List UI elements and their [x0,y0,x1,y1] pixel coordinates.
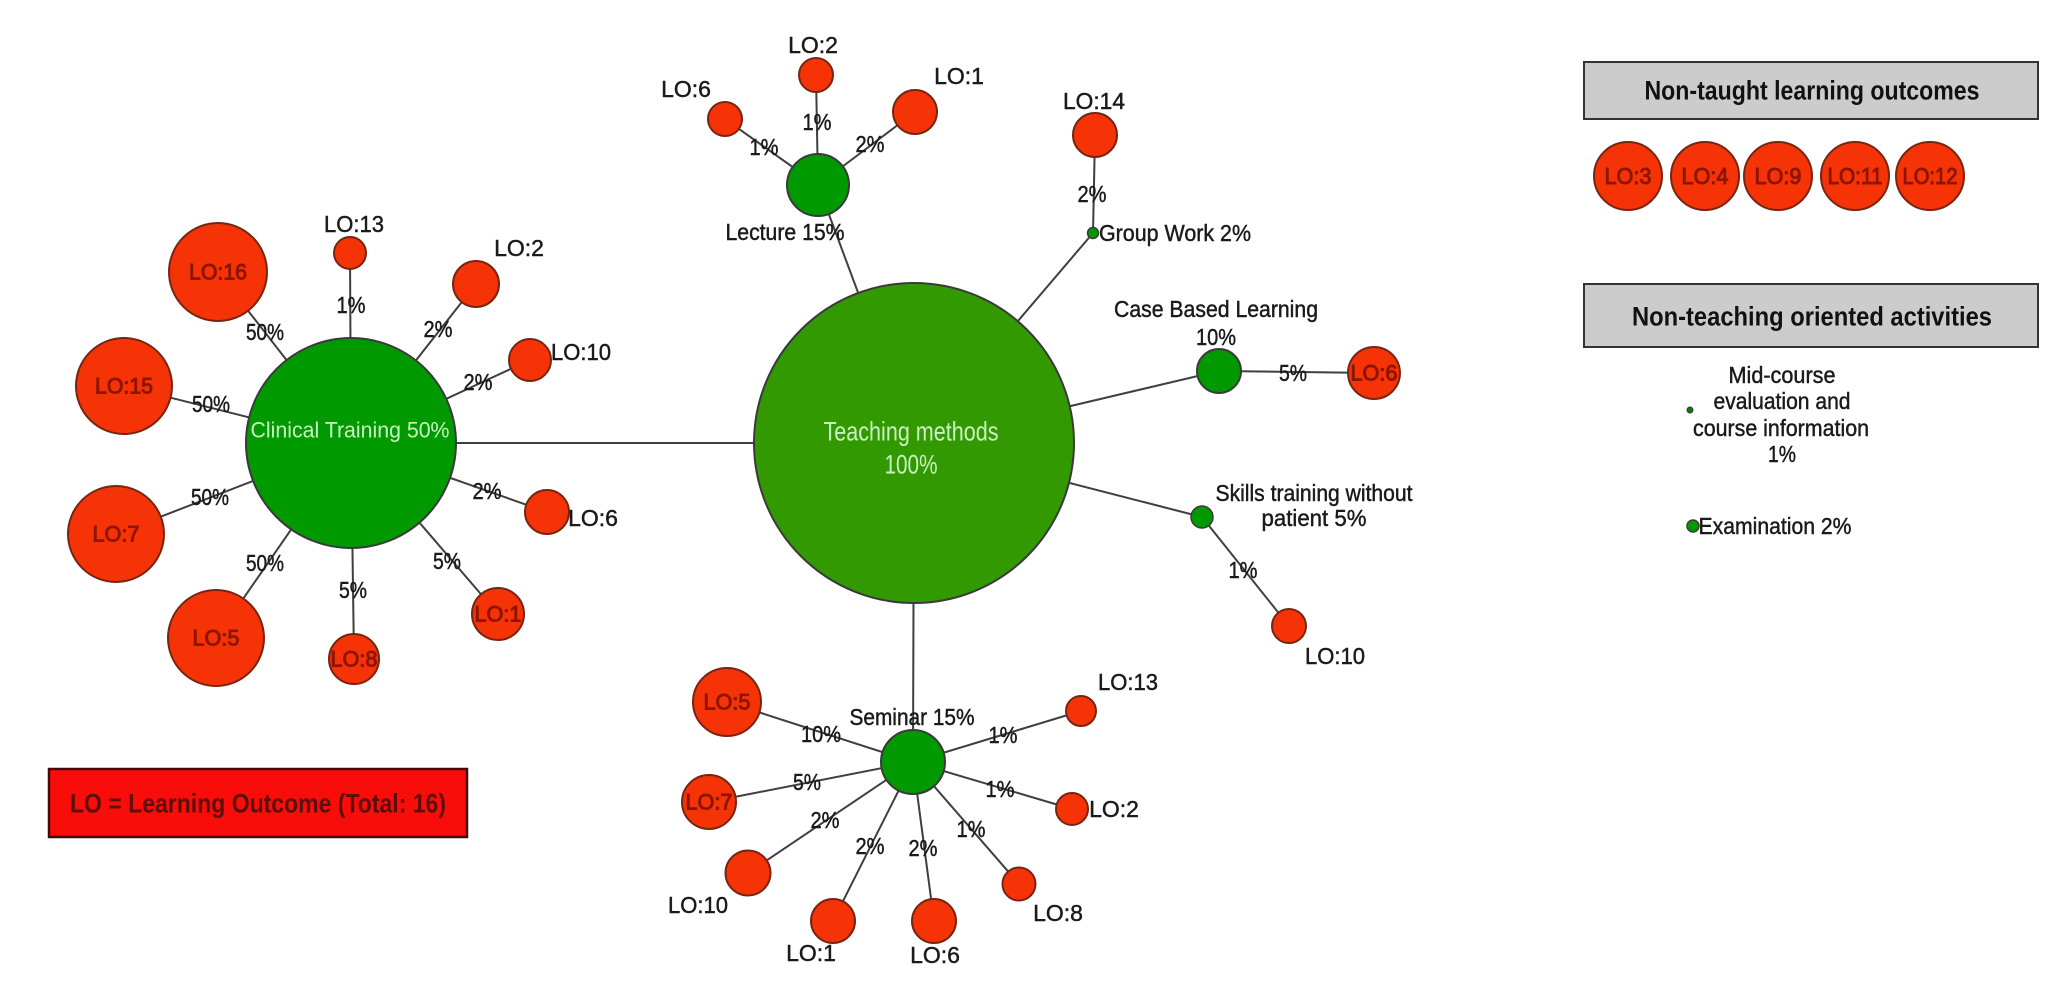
svg-text:LO:2: LO:2 [494,235,544,261]
svg-text:5%: 5% [339,577,367,603]
svg-text:LO:10: LO:10 [551,339,611,365]
svg-text:LO:8: LO:8 [331,647,378,672]
svg-text:LO:1: LO:1 [934,63,984,89]
svg-text:Case Based Learning: Case Based Learning [1114,296,1318,322]
svg-text:50%: 50% [191,484,229,510]
svg-text:LO:6: LO:6 [568,505,618,531]
svg-text:1%: 1% [803,109,832,135]
svg-text:LO:7: LO:7 [93,522,140,547]
svg-text:1%: 1% [1768,441,1796,467]
svg-text:Non-teaching oriented activiti: Non-teaching oriented activities [1632,301,1992,331]
svg-text:2%: 2% [473,478,502,504]
svg-text:100%: 100% [885,449,938,479]
svg-text:LO:14: LO:14 [1063,88,1125,114]
svg-text:LO:10: LO:10 [1305,643,1365,669]
svg-text:LO:9: LO:9 [1755,163,1802,189]
svg-text:LO:15: LO:15 [95,374,153,399]
svg-text:LO:13: LO:13 [1098,669,1158,695]
svg-text:2%: 2% [811,807,840,833]
svg-text:Non-taught learning outcomes: Non-taught learning outcomes [1645,75,1980,105]
svg-text:evaluation and: evaluation and [1714,388,1851,414]
svg-text:LO = Learning Outcome (Total:: LO = Learning Outcome (Total: 16) [70,788,446,818]
svg-text:LO:6: LO:6 [661,76,711,102]
svg-text:1%: 1% [1229,557,1258,583]
svg-text:LO:13: LO:13 [324,211,384,237]
svg-text:LO:11: LO:11 [1828,163,1883,189]
svg-text:50%: 50% [192,391,230,417]
svg-text:1%: 1% [986,776,1015,802]
svg-text:1%: 1% [957,816,986,842]
svg-text:Lecture 15%: Lecture 15% [726,219,845,245]
svg-text:Clinical Training 50%: Clinical Training 50% [251,418,450,443]
svg-text:2%: 2% [856,131,885,157]
svg-text:Teaching methods: Teaching methods [824,416,999,446]
svg-text:LO:10: LO:10 [668,892,728,918]
svg-text:LO:5: LO:5 [704,690,751,715]
svg-text:LO:16: LO:16 [189,260,247,285]
svg-text:LO:3: LO:3 [1605,163,1652,189]
svg-text:LO:6: LO:6 [1351,361,1398,386]
svg-text:LO:7: LO:7 [686,790,733,815]
svg-text:Group Work 2%: Group Work 2% [1099,220,1251,246]
svg-text:10%: 10% [801,721,841,747]
svg-text:LO:6: LO:6 [910,942,960,968]
svg-text:LO:1: LO:1 [786,940,836,966]
svg-text:50%: 50% [246,319,284,345]
svg-text:course information: course information [1693,415,1869,441]
svg-text:1%: 1% [337,292,366,318]
svg-text:Mid-course: Mid-course [1729,362,1836,388]
svg-text:1%: 1% [989,722,1018,748]
svg-text:2%: 2% [1078,181,1107,207]
svg-text:LO:8: LO:8 [1033,900,1083,926]
svg-text:1%: 1% [750,134,779,160]
svg-text:LO:5: LO:5 [193,626,240,651]
svg-text:5%: 5% [1279,360,1307,386]
svg-text:Skills training without: Skills training without [1216,480,1414,506]
svg-text:Examination 2%: Examination 2% [1699,513,1852,539]
svg-text:10%: 10% [1196,324,1236,350]
svg-text:2%: 2% [464,369,493,395]
svg-text:Seminar 15%: Seminar 15% [850,704,975,730]
svg-text:LO:1: LO:1 [475,602,522,627]
svg-text:LO:2: LO:2 [1089,796,1139,822]
svg-text:LO:12: LO:12 [1903,163,1958,189]
svg-text:5%: 5% [793,769,821,795]
svg-text:2%: 2% [856,833,885,859]
svg-text:LO:4: LO:4 [1682,163,1729,189]
svg-text:2%: 2% [909,835,938,861]
svg-text:patient 5%: patient 5% [1262,505,1367,531]
svg-text:5%: 5% [433,548,461,574]
svg-text:LO:2: LO:2 [788,32,838,58]
svg-text:2%: 2% [424,316,453,342]
svg-text:50%: 50% [246,550,284,576]
